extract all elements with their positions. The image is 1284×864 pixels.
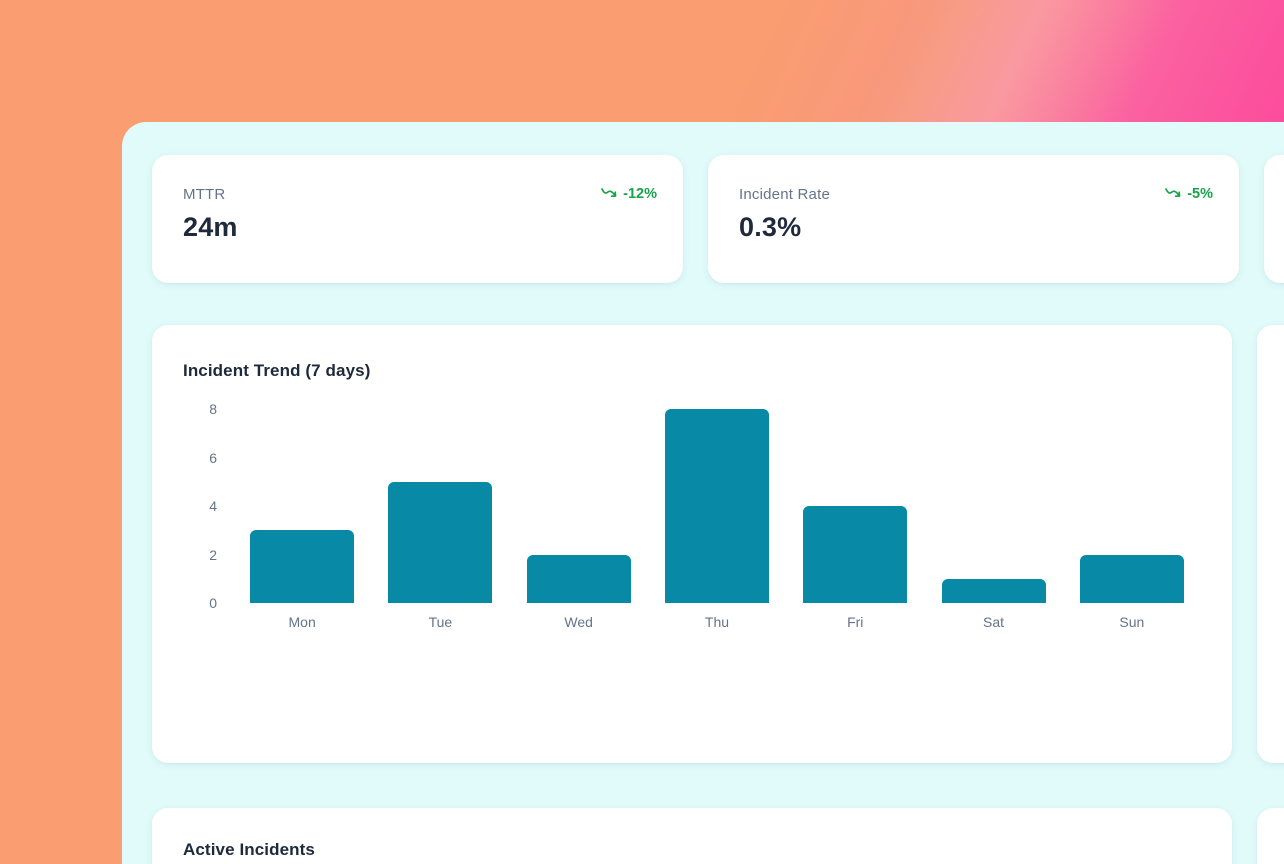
metric-header: MTTR -12% [183,186,657,203]
metric-card-partial [1264,155,1284,283]
chart-bar[interactable] [664,409,769,603]
chart-bar-area [924,409,1062,603]
metric-trend-value: -5% [1187,186,1213,202]
chart-bar-group: Sat [924,409,1062,630]
chart-x-label: Fri [847,614,864,630]
dashboard-panel: MTTR -12% 24m Incident Rate [122,122,1284,864]
chart-bar[interactable] [1079,554,1184,603]
bar-chart: 0 2 4 6 8 Mon Tue Wed Thu Fri Sat Sun [183,401,1201,630]
chart-x-label: Sat [983,614,1005,630]
metric-trend-value: -12% [623,186,657,202]
incident-trend-card: Incident Trend (7 days) 0 2 4 6 8 Mon Tue Wed T… [152,325,1232,763]
chart-bar-area [371,409,509,603]
metric-trend-badge: -12% [601,186,657,202]
chart-bar-group: Tue [371,409,509,630]
metric-card-mttr: MTTR -12% 24m [152,155,683,283]
chart-x-label: Tue [428,614,453,630]
metric-trend-badge: -5% [1165,186,1213,202]
chart-plot: Mon Tue Wed Thu Fri Sat Sun [233,409,1201,630]
incidents-card-partial [1257,808,1284,864]
metric-value: 24m [183,212,238,242]
chart-bar-group: Mon [233,409,371,630]
chart-x-label: Mon [288,614,316,630]
chart-bar-group: Thu [648,409,786,630]
chart-bar[interactable] [803,506,908,603]
chart-bar[interactable] [941,578,1046,603]
chart-bar-group: Sun [1063,409,1201,630]
chart-x-label: Thu [704,614,730,630]
metric-label: Incident Rate [739,186,830,203]
chart-bar-area [233,409,371,603]
metric-label: MTTR [183,186,226,203]
metric-value: 0.3% [739,212,802,242]
trending-down-icon [601,186,618,202]
chart-bar[interactable] [526,554,631,603]
chart-x-label: Sun [1119,614,1145,630]
chart-bar[interactable] [250,530,355,603]
active-incidents-card: Active Incidents [152,808,1232,864]
chart-bar-area [786,409,924,603]
chart-y-axis: 0 2 4 6 8 [183,401,233,611]
chart-y-tick: 8 [209,401,217,417]
chart-x-label: Wed [564,614,593,630]
metric-header: Incident Rate -5% [739,186,1213,203]
trending-down-icon [1165,186,1182,202]
chart-bar-area [1063,409,1201,603]
chart-bar[interactable] [388,481,493,603]
chart-row: Incident Trend (7 days) 0 2 4 6 8 Mon Tue Wed T… [152,325,1284,763]
chart-y-tick: 6 [209,449,217,466]
metrics-row: MTTR -12% 24m Incident Rate [152,155,1284,283]
chart-bar-group: Fri [786,409,924,630]
chart-bar-area [648,409,786,603]
chart-title: Incident Trend (7 days) [183,361,371,380]
chart-y-tick: 0 [209,595,217,611]
metric-card-incident-rate: Incident Rate -5% 0.3% [708,155,1239,283]
incidents-row: Active Incidents [152,808,1284,864]
chart-bar-area [510,409,648,603]
chart-y-tick: 2 [209,546,217,563]
chart-y-tick: 4 [209,498,217,514]
active-incidents-title: Active Incidents [183,840,315,859]
chart-card-partial [1257,325,1284,763]
chart-bar-group: Wed [510,409,648,630]
